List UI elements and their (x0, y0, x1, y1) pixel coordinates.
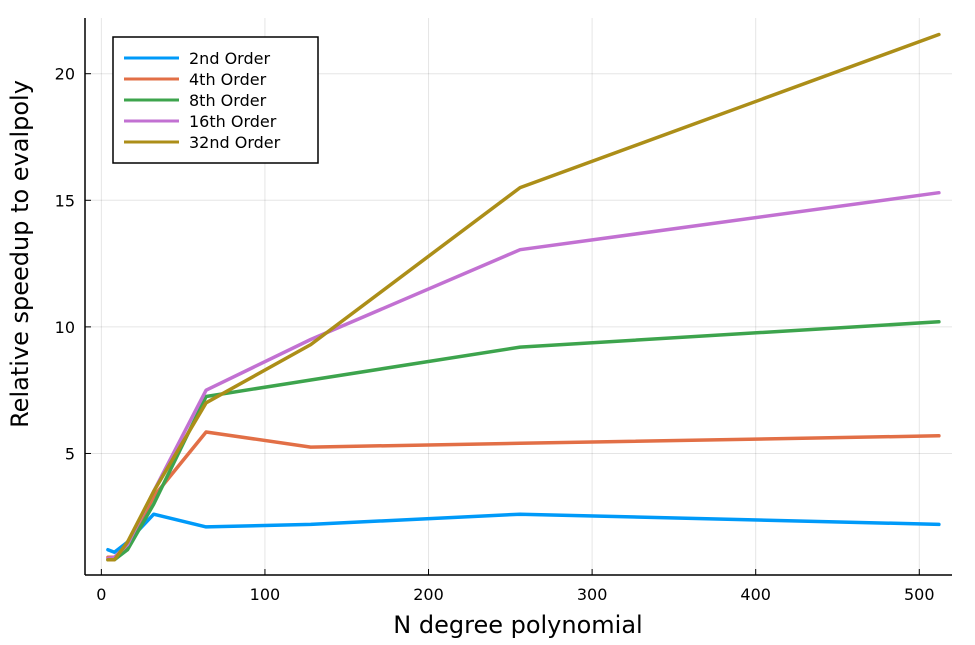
y-axis-title: Relative speedup to evalpoly (6, 80, 34, 428)
legend-label: 4th Order (189, 70, 267, 89)
legend-label: 2nd Order (189, 49, 270, 68)
series-line-5 (106, 32, 941, 562)
legend-label: 32nd Order (189, 133, 281, 152)
x-tick-label: 500 (904, 585, 935, 604)
tick-labels: 0 100 200 300 400 500 5 10 15 20 (55, 65, 935, 604)
series-line-1 (106, 512, 941, 554)
x-tick-label: 400 (740, 585, 771, 604)
y-tick-label: 20 (55, 65, 75, 84)
y-tick-label: 10 (55, 318, 75, 337)
legend: 2nd Order 4th Order 8th Order 16th Order 32n… (112, 36, 319, 164)
legend-label: 8th Order (189, 91, 267, 110)
axes (84, 18, 952, 576)
x-tick-label: 0 (96, 585, 106, 604)
grid (85, 18, 952, 575)
x-axis-title: N degree polynomial (393, 611, 642, 639)
y-tick-label: 5 (65, 444, 75, 463)
legend-label: 16th Order (189, 112, 277, 131)
x-tick-label: 300 (577, 585, 608, 604)
y-tick-label: 15 (55, 191, 75, 210)
x-tick-label: 100 (250, 585, 281, 604)
x-tick-label: 200 (413, 585, 444, 604)
series-lines (106, 32, 941, 562)
